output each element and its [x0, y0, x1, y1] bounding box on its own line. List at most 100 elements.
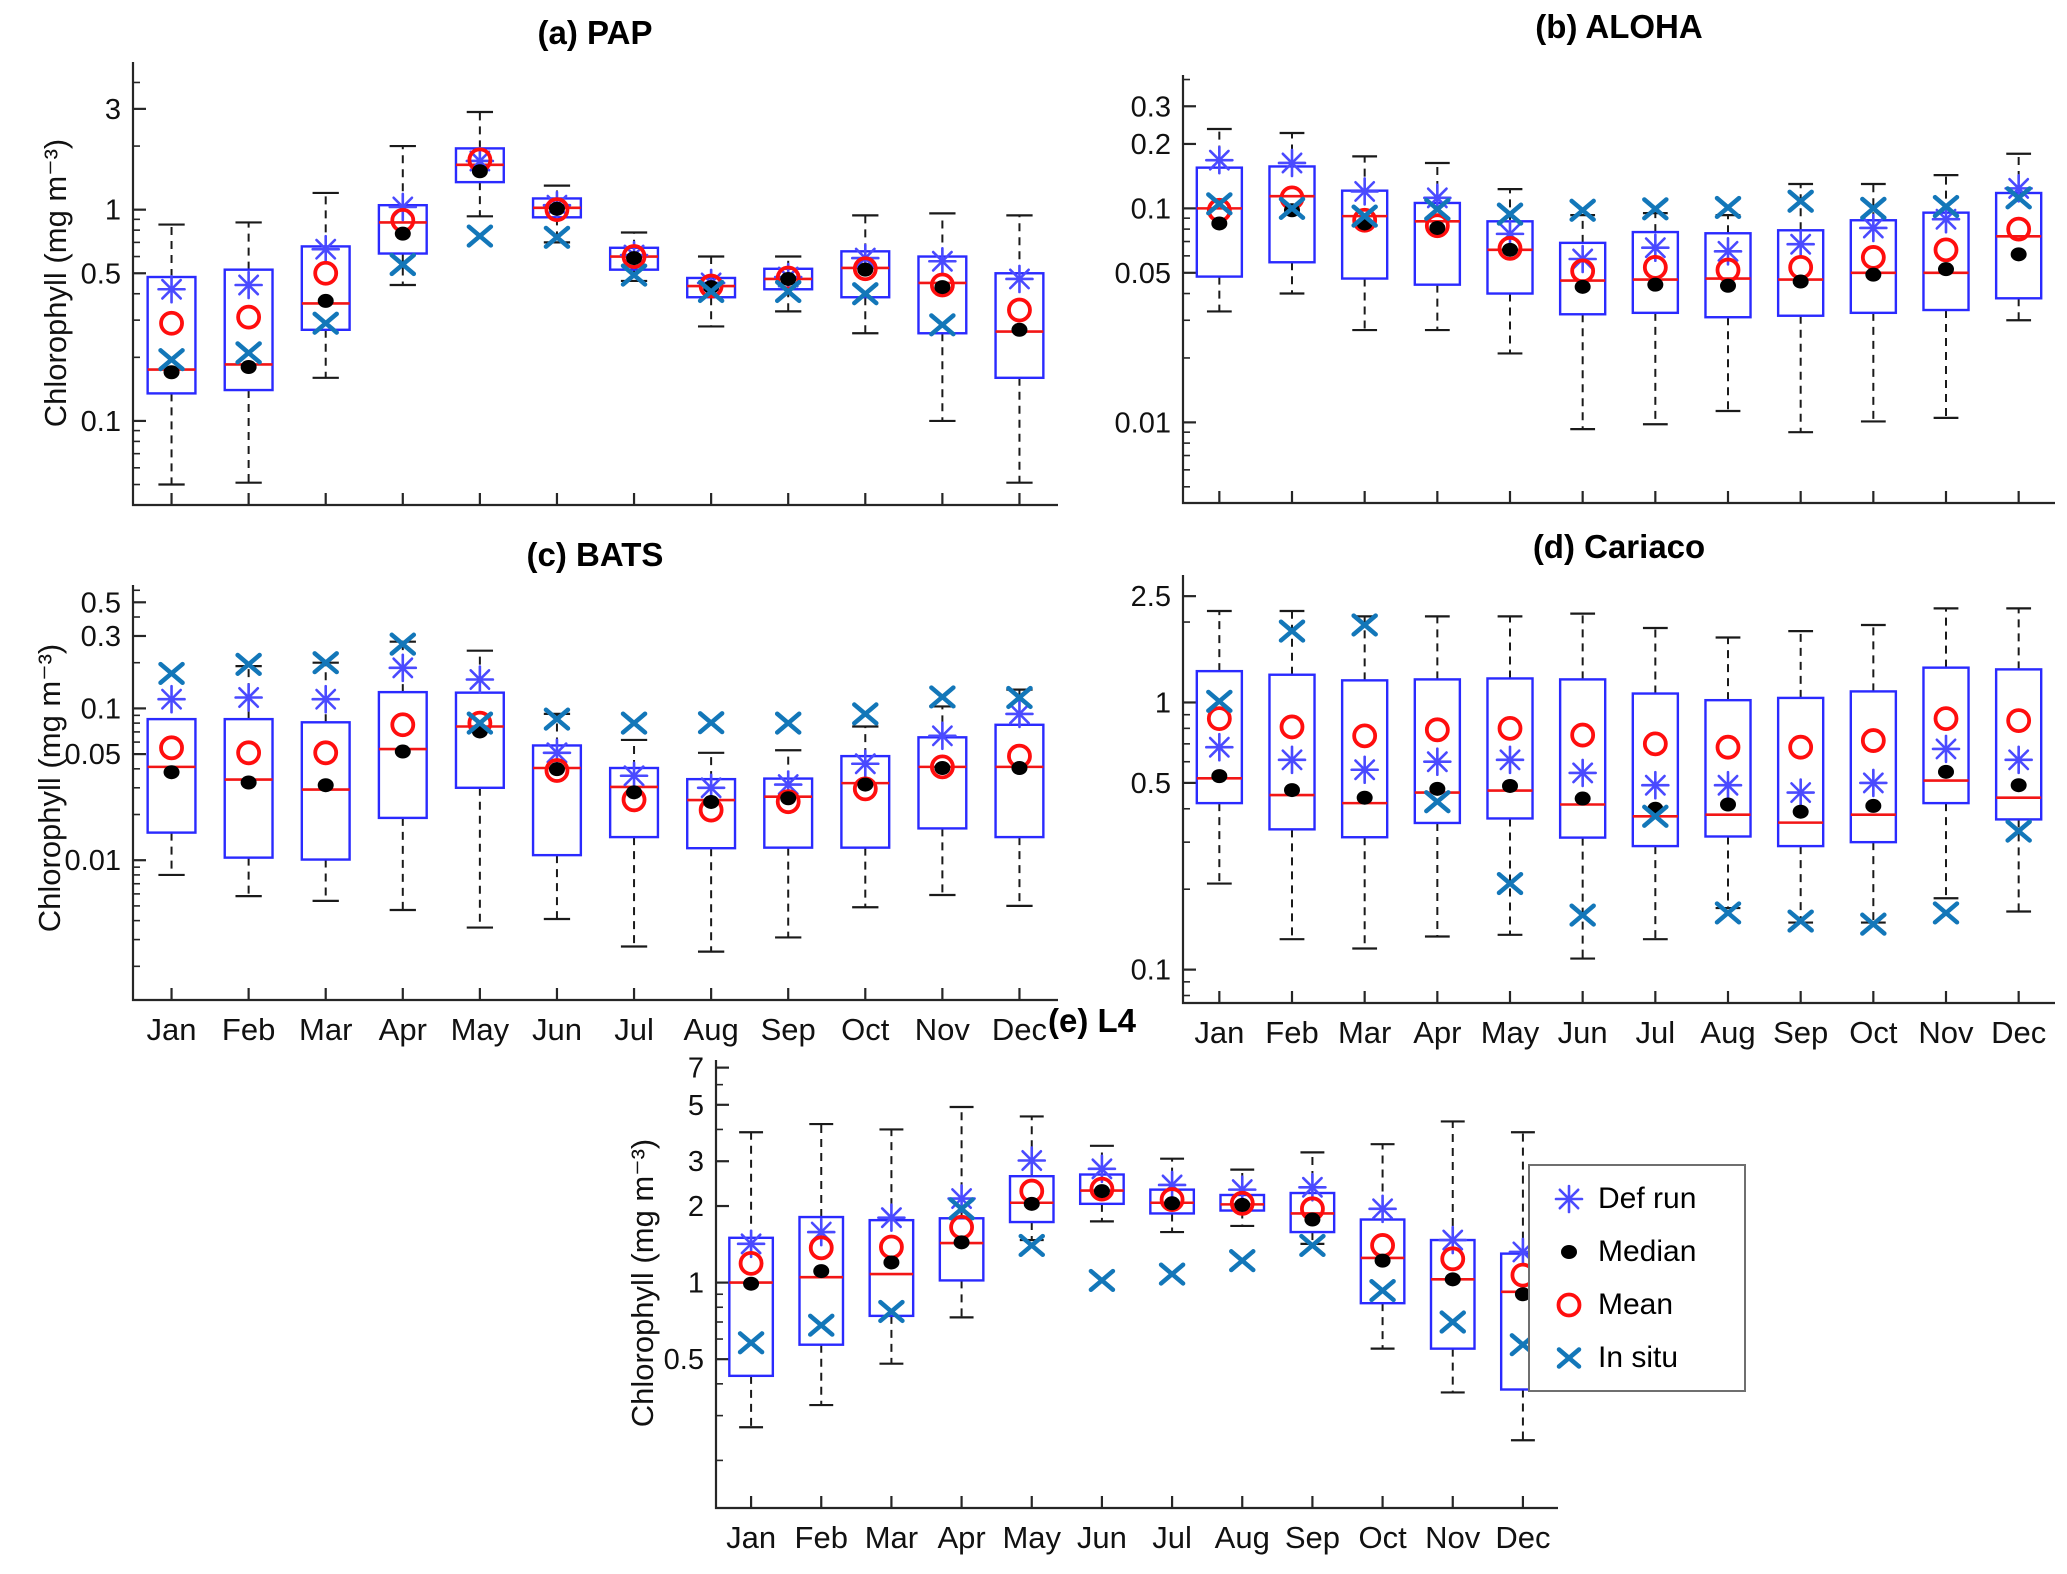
in-situ-x-icon — [1496, 202, 1524, 226]
median-dot-icon — [1211, 769, 1228, 784]
month-label: Dec — [1495, 1520, 1550, 1555]
median-dot-icon — [1164, 1196, 1181, 1211]
iqr-box — [1340, 679, 1389, 839]
median-dot-icon — [1284, 783, 1300, 798]
mean-circle-icon — [1424, 717, 1450, 743]
median-dot-icon — [1502, 778, 1518, 793]
month-label: Sep — [1773, 1015, 1828, 1050]
month-label: Feb — [222, 1012, 275, 1047]
box-group-sep — [1776, 629, 1825, 933]
iqr-box — [1994, 668, 2043, 821]
in-situ-x-icon — [1206, 192, 1233, 216]
y-tick-label: 2 — [688, 1191, 704, 1223]
box-group-dec — [994, 685, 1045, 908]
box-group-jun — [1558, 198, 1607, 431]
box-group-jul — [1631, 197, 1680, 426]
y-tick-label: 7 — [688, 1053, 704, 1085]
in-situ-x-icon — [466, 224, 494, 248]
def-run-asterisk-icon — [1005, 264, 1034, 294]
in-situ-x-icon — [774, 279, 802, 304]
mean-circle-icon — [1279, 714, 1305, 740]
in-situ-x-icon — [1642, 804, 1669, 828]
in-situ-x-icon — [1496, 871, 1524, 896]
legend-label: Median — [1598, 1234, 1697, 1268]
box-group-oct — [1849, 182, 1898, 423]
legend-box: Def run Median Mean In situ — [1528, 1164, 1746, 1392]
y-tick-label: 5 — [688, 1090, 704, 1122]
mean-circle-icon — [1352, 723, 1378, 749]
in-situ-x-icon — [1932, 901, 1960, 925]
panel-c-ylabel: Chlorophyll (mg m⁻³) — [32, 643, 67, 933]
mean-circle-icon — [390, 712, 416, 738]
in-situ-x-icon — [1860, 196, 1887, 220]
month-label: Jul — [614, 1012, 654, 1047]
median-dot-icon — [1234, 1197, 1251, 1212]
iqr-box — [1558, 678, 1607, 839]
legend-item-in-situ: In situ — [1540, 1340, 1744, 1376]
box-group-nov — [1429, 1120, 1476, 1394]
iqr-box — [1429, 1238, 1476, 1350]
in-situ-x-icon — [1229, 1249, 1256, 1273]
iqr-box — [1558, 241, 1607, 316]
in-situ-x-icon — [1787, 189, 1814, 213]
month-label: Dec — [992, 1012, 1047, 1047]
mean-circle-icon — [313, 740, 339, 766]
mean-circle-icon — [775, 265, 801, 291]
box-group-oct — [1359, 1143, 1406, 1350]
in-situ-x-icon — [620, 711, 648, 735]
def-run-asterisk-icon — [1368, 1194, 1397, 1224]
month-label: Nov — [915, 1012, 971, 1047]
def-run-asterisk-icon — [1713, 770, 1743, 800]
month-label: Apr — [1413, 1015, 1461, 1050]
iqr-box — [1631, 230, 1680, 315]
y-tick-label: 0.5 — [664, 1344, 704, 1376]
in-situ-x-icon — [852, 702, 879, 726]
mean-circle-icon — [1424, 213, 1450, 239]
mean-circle-icon — [1370, 1233, 1395, 1258]
box-group-mar — [300, 651, 351, 902]
mean-circle-icon — [1497, 715, 1523, 741]
iqr-box — [994, 723, 1045, 839]
median-dot-icon — [394, 226, 411, 241]
mean-circle-icon — [621, 244, 647, 269]
mean-circle-icon — [1556, 1292, 1582, 1317]
in-situ-x-icon — [1439, 1310, 1466, 1334]
mean-circle-icon — [879, 1234, 904, 1260]
box-group-sep — [763, 711, 814, 939]
median-dot-icon — [1011, 322, 1028, 337]
iqr-box — [1776, 696, 1825, 848]
box-group-mar — [1340, 155, 1389, 332]
median-dot-icon — [1304, 1212, 1321, 1227]
mean-circle-icon — [236, 740, 262, 766]
iqr-box — [1413, 678, 1462, 825]
def-run-asterisk-icon — [2004, 745, 2033, 775]
y-tick-label: 0.1 — [81, 693, 121, 725]
def-run-asterisk-icon — [465, 665, 495, 694]
def-run-asterisk-icon — [928, 246, 957, 276]
month-label: Dec — [1991, 1015, 2046, 1050]
in-situ-x-icon — [878, 1299, 905, 1324]
in-situ-x-icon — [1556, 1346, 1582, 1369]
in-situ-x-icon — [1714, 901, 1742, 925]
mean-circle-icon — [1440, 1246, 1466, 1272]
median-dot-icon — [1514, 1287, 1531, 1302]
median-dot-icon — [548, 201, 565, 216]
median-dot-icon — [780, 271, 797, 286]
iqr-box — [454, 691, 505, 789]
median-dot-icon — [1938, 764, 1954, 779]
median-dot-icon — [163, 365, 180, 380]
mean-circle-icon — [1497, 236, 1523, 261]
axis-lines — [1181, 575, 2055, 1005]
mean-circle-icon — [544, 197, 570, 223]
iqr-box — [1704, 698, 1752, 838]
in-situ-x-icon — [158, 661, 185, 686]
box-group-aug — [1704, 636, 1752, 925]
mean-circle-icon — [1933, 706, 1959, 732]
in-situ-x-icon — [948, 1197, 975, 1221]
in-situ-x-icon — [2005, 186, 2032, 210]
month-label: May — [1481, 1015, 1540, 1050]
box-group-nov — [917, 685, 968, 897]
mean-circle-icon — [236, 304, 262, 330]
